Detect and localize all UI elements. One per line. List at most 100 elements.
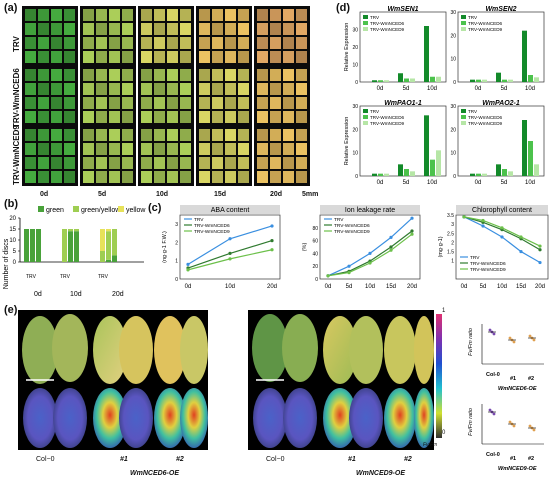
c-tick: 40	[312, 251, 318, 257]
panel-e-label: (e)	[4, 304, 17, 316]
c-point	[481, 224, 484, 227]
leaf-nced9-2a	[384, 316, 416, 384]
leaf-disc	[225, 97, 236, 109]
leaf-disc	[64, 69, 75, 81]
c-tick: 0	[175, 277, 178, 283]
c-point	[347, 271, 350, 274]
b-bar-segment	[106, 229, 111, 231]
b-ylabel: Number of discs	[3, 238, 10, 289]
leaf-disc	[180, 143, 191, 155]
e-point	[513, 425, 516, 428]
leaf-disc	[154, 129, 165, 141]
c-point	[186, 263, 189, 266]
c-xtick: 5d	[346, 284, 353, 290]
c-point	[228, 257, 231, 260]
leaf-disc	[51, 97, 62, 109]
leaf-disc	[283, 69, 294, 81]
d-bar	[424, 115, 429, 176]
b-bar-segment	[112, 255, 117, 262]
leaf-disc	[270, 97, 281, 109]
leaf-disc	[180, 37, 191, 49]
leaf-disc	[109, 111, 120, 123]
leaf-disc	[122, 69, 133, 81]
leaf-disc	[180, 129, 191, 141]
c-tick: 3	[451, 222, 454, 228]
c-point	[368, 252, 371, 255]
c-point	[538, 261, 541, 264]
leaf-disc	[180, 171, 191, 183]
c-ylabel: (%)	[302, 243, 308, 252]
e-left-group: WmNCED6-OE	[130, 470, 179, 477]
d-bar	[470, 80, 475, 82]
leaf-disc	[154, 51, 165, 63]
c-point	[500, 226, 503, 229]
d-bar	[410, 79, 415, 83]
leaf-disc	[167, 51, 178, 63]
leaf-disc	[83, 23, 94, 35]
s1-x1: #1	[510, 376, 516, 382]
b-bar-segment	[112, 229, 117, 255]
leaf-disc	[212, 83, 223, 95]
d-bar	[508, 171, 513, 176]
c-point	[410, 233, 413, 236]
b-tick-label: 5	[13, 249, 17, 255]
b-tick-label: 15	[9, 227, 16, 233]
leaf-disc	[96, 143, 107, 155]
leaf-disc	[154, 143, 165, 155]
e-left-2: #2	[176, 456, 184, 463]
leaf-disc	[38, 97, 49, 109]
d-legend-text: TRV-WmNCED6	[370, 21, 405, 26]
d-tick: 0	[453, 174, 456, 180]
leaf-disc	[109, 97, 120, 109]
leaf-disc	[199, 129, 210, 141]
c-xtick: 5d	[480, 284, 487, 290]
d-bar	[508, 80, 513, 82]
d-bar	[398, 164, 403, 176]
leaf-disc	[83, 129, 94, 141]
s2-x1: #1	[510, 456, 516, 462]
d-bar	[496, 73, 501, 82]
leaf-disc	[51, 129, 62, 141]
leaf-disc	[64, 51, 75, 63]
leaf-disc	[122, 9, 133, 21]
b-bar-segment	[68, 231, 73, 262]
b-bar-segment	[36, 229, 41, 262]
c-point	[538, 248, 541, 251]
leaf-disc	[257, 171, 268, 183]
leaf-disc	[38, 171, 49, 183]
leaf-disc	[83, 69, 94, 81]
leaf-disc	[38, 83, 49, 95]
d-title: WmSEN1	[387, 6, 418, 13]
leaf-disc	[83, 143, 94, 155]
leaf-disc	[83, 97, 94, 109]
leaf-disc	[270, 129, 281, 141]
b-bar-segment	[62, 229, 67, 262]
leaf-disc	[96, 111, 107, 123]
leaf-disc	[296, 9, 307, 21]
leaf-disc	[296, 83, 307, 95]
panel-b-chart: Number of discs green green/yellow yello…	[0, 204, 146, 300]
leaf-disc	[199, 37, 210, 49]
leaf-disc	[154, 97, 165, 109]
leaf-disc	[296, 157, 307, 169]
e-point	[493, 333, 496, 336]
leaf-disc	[180, 157, 191, 169]
leaf-disc	[51, 51, 62, 63]
s1-ylabel: Fv/Fm ratio	[468, 328, 474, 356]
leaf-disc	[238, 111, 249, 123]
leaf-disc	[238, 69, 249, 81]
leaf-disc	[225, 111, 236, 123]
c-tick: 80	[312, 226, 318, 232]
disc-photo	[254, 6, 310, 66]
leaf-disc	[38, 51, 49, 63]
e-point	[529, 335, 532, 338]
b-bar-segment	[30, 229, 35, 262]
c-tick: 20	[312, 264, 318, 270]
leaf-disc	[296, 143, 307, 155]
d-bar	[378, 80, 383, 82]
c-ylabel: (mg·g-1)	[438, 236, 444, 257]
leaf-disc	[257, 111, 268, 123]
s2-x0: Col-0	[486, 452, 500, 458]
leaf-disc	[199, 157, 210, 169]
d-tick: 30	[450, 10, 456, 16]
